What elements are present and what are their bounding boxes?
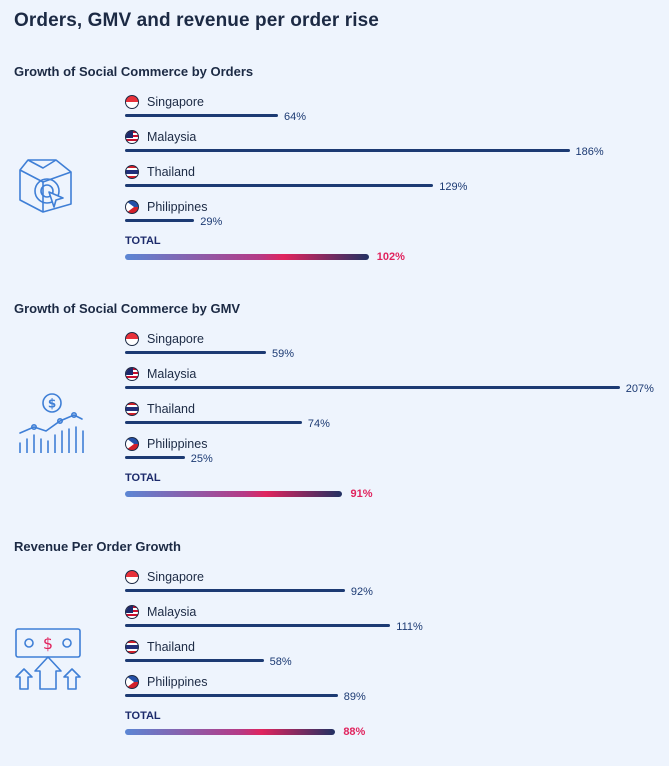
dollar-chart-icon: $: [19, 393, 84, 453]
value-label: 129%: [439, 181, 468, 193]
bar-row-singapore: Singapore 59%: [0, 331, 669, 366]
country: Philippines: [125, 436, 207, 452]
section-revenue-per-order: Revenue Per Order Growth $ Singapore 92% M…: [0, 539, 669, 759]
country-label: Malaysia: [147, 605, 197, 619]
banknote-arrows-icon: $: [15, 628, 81, 690]
country-label: Malaysia: [147, 367, 197, 381]
value-label: 29%: [200, 216, 223, 228]
thailand-flag-icon: [125, 640, 139, 654]
thailand-flag-icon: [125, 165, 139, 179]
country: Malaysia: [125, 604, 196, 620]
bar: [125, 184, 434, 187]
bar-row-thailand: Thailand 58%: [0, 639, 669, 674]
philippines-flag-icon: [125, 675, 139, 689]
total-label: TOTAL: [125, 235, 161, 247]
bar-row-philippines: Philippines 25%: [0, 436, 669, 471]
total-value: 91%: [350, 488, 373, 500]
bar: [125, 624, 391, 627]
bar: [125, 114, 278, 117]
philippines-flag-icon: [125, 200, 139, 214]
singapore-flag-icon: [125, 332, 139, 346]
country: Thailand: [125, 401, 195, 417]
bar: [125, 659, 264, 662]
country-label: Thailand: [147, 640, 195, 654]
total-value: 88%: [343, 726, 366, 738]
bar-row-thailand: Thailand 74%: [0, 401, 669, 436]
value-label: 25%: [190, 453, 213, 465]
section-title: Growth of Social Commerce by Orders: [14, 64, 254, 79]
value-label: 111%: [396, 621, 423, 633]
country-label: Singapore: [147, 332, 204, 346]
country: Singapore: [125, 94, 204, 110]
bar-row-philippines: Philippines 89%: [0, 674, 669, 709]
bar-row-malaysia: Malaysia 207%: [0, 366, 669, 401]
malaysia-flag-icon: [125, 605, 139, 619]
page-title: Orders, GMV and revenue per order rise: [14, 10, 379, 31]
section-title: Revenue Per Order Growth: [14, 539, 181, 554]
value-label: 92%: [350, 586, 373, 598]
bar-row-malaysia: Malaysia 186%: [0, 129, 669, 164]
value-label: 186%: [575, 146, 604, 158]
country: Philippines: [125, 674, 207, 690]
svg-text:$: $: [48, 397, 56, 411]
bar: [125, 351, 266, 354]
country-label: Malaysia: [147, 130, 197, 144]
bar: [125, 219, 195, 222]
bar: [125, 456, 185, 459]
value-label: 64%: [283, 111, 306, 123]
total-bar: [125, 491, 343, 497]
singapore-flag-icon: [125, 570, 139, 584]
singapore-flag-icon: [125, 95, 139, 109]
country: Malaysia: [125, 129, 196, 145]
bar-row-thailand: Thailand 129%: [0, 164, 669, 199]
country-label: Philippines: [147, 675, 208, 689]
bar-row-philippines: Philippines 29%: [0, 199, 669, 234]
section-title: Growth of Social Commerce by GMV: [14, 301, 241, 316]
section-gmv: Growth of Social Commerce by GMV $ Singa…: [0, 301, 669, 521]
country-label: Thailand: [147, 402, 195, 416]
malaysia-flag-icon: [125, 130, 139, 144]
bar: [125, 149, 570, 152]
total-bar: [125, 254, 369, 260]
svg-text:$: $: [43, 634, 53, 653]
total-label: TOTAL: [125, 710, 161, 722]
total-label: TOTAL: [125, 472, 161, 484]
country: Singapore: [125, 331, 204, 347]
country: Thailand: [125, 164, 195, 180]
country-label: Thailand: [147, 165, 195, 179]
bar: [125, 589, 345, 592]
country-label: Singapore: [147, 95, 204, 109]
total-bar: [125, 729, 336, 735]
country: Malaysia: [125, 366, 196, 382]
country-label: Philippines: [147, 200, 208, 214]
thailand-flag-icon: [125, 402, 139, 416]
value-label: 89%: [343, 691, 366, 703]
value-label: 58%: [269, 656, 292, 668]
bar-row-singapore: Singapore 92%: [0, 569, 669, 604]
bar: [125, 421, 302, 424]
value-label: 207%: [625, 383, 654, 395]
bar: [125, 694, 338, 697]
country-label: Philippines: [147, 437, 208, 451]
total-value: 102%: [376, 251, 405, 263]
malaysia-flag-icon: [125, 367, 139, 381]
philippines-flag-icon: [125, 437, 139, 451]
value-label: 59%: [272, 348, 295, 360]
value-label: 74%: [307, 418, 330, 430]
box-click-icon: [19, 159, 72, 213]
country: Singapore: [125, 569, 204, 585]
bar: [125, 386, 620, 389]
bar-row-malaysia: Malaysia 111%: [0, 604, 669, 639]
country: Thailand: [125, 639, 195, 655]
section-orders: Growth of Social Commerce by Orders Sing…: [0, 64, 669, 284]
country-label: Singapore: [147, 570, 204, 584]
bar-row-singapore: Singapore 64%: [0, 94, 669, 129]
country: Philippines: [125, 199, 207, 215]
